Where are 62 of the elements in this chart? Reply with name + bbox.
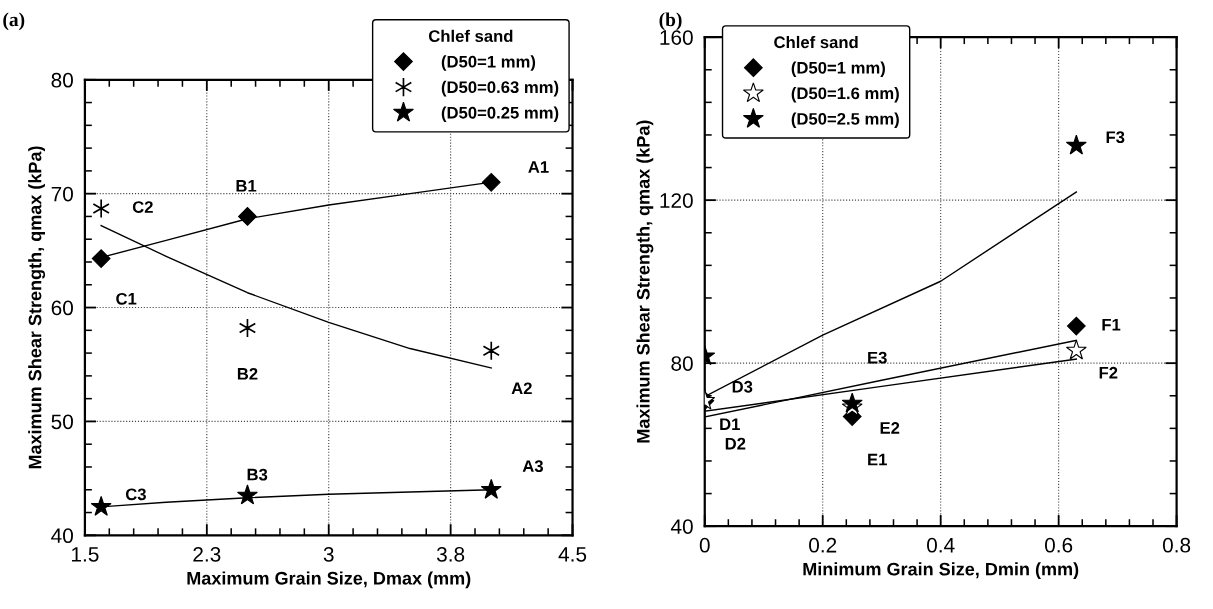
annotation: C3 (125, 488, 146, 501)
annotation: F1 (1102, 318, 1121, 331)
x-tick-label: 0.8 (1162, 537, 1191, 553)
x-axis-title: Minimum Grain Size, Dmin (mm) (803, 562, 1079, 580)
legend-label: (D50=0.25 mm) (441, 106, 559, 122)
y-tick-label: 70 (51, 186, 73, 202)
legend-label: (D50=2.5 mm) (791, 112, 899, 129)
point (481, 172, 501, 192)
annotation: E1 (868, 453, 887, 466)
point (90, 495, 112, 516)
legend-label: (D50=1 mm) (791, 61, 885, 77)
x-tick-label: 0.6 (1044, 537, 1073, 553)
legend-title: Chlef sand (774, 35, 858, 49)
y-tick-label: 40 (670, 519, 693, 534)
annotation: D1 (720, 418, 740, 430)
x-tick-label: 4.5 (558, 547, 587, 562)
legend-label: (D50=1.6 mm) (791, 86, 899, 103)
annotation: A1 (528, 161, 549, 173)
y-tick-label: 40 (51, 528, 73, 544)
point (236, 484, 258, 505)
annotation: E2 (880, 422, 900, 434)
annotation: D3 (732, 380, 753, 393)
x-axis-title: Maximum Grain Size, Dmax (mm) (187, 571, 471, 589)
annotation: C2 (132, 201, 153, 213)
legend-label: (D50=1 mm) (441, 55, 536, 71)
x-tick-label: 1.5 (72, 547, 99, 562)
annotation: C1 (116, 292, 137, 305)
annotation: F3 (1106, 131, 1125, 144)
annotation: F2 (1099, 366, 1118, 379)
chart-title: (b) (659, 12, 682, 31)
y-tick-label: 80 (51, 72, 73, 88)
annotation: A2 (511, 382, 532, 395)
y-axis-title: Maximum Shear Strength, qmax (kPa) (636, 120, 654, 443)
y-tick-label: 120 (660, 193, 693, 208)
y-tick-label: 80 (671, 356, 693, 371)
y-tick-label: 160 (660, 30, 693, 45)
x-tick-label: 0.4 (927, 537, 955, 553)
annotation: A3 (522, 460, 543, 473)
chart-title: (a) (3, 12, 25, 31)
point (482, 340, 500, 361)
point (480, 478, 502, 499)
point (91, 249, 111, 268)
annotation: B3 (247, 468, 268, 481)
point (238, 207, 257, 226)
point (1066, 316, 1086, 336)
x-tick-label: 0.2 (809, 537, 837, 553)
annotation: B1 (236, 180, 257, 192)
x-tick-label: 3.8 (436, 546, 465, 562)
y-tick-label: 50 (51, 414, 73, 430)
legend-title: Chlef sand (428, 29, 513, 43)
x-tick-label: 2.3 (193, 546, 221, 562)
annotation: D2 (725, 437, 746, 450)
annotation: E3 (868, 351, 887, 364)
point (1065, 134, 1087, 155)
x-tick-label: 0 (699, 537, 710, 553)
annotation: B2 (237, 367, 258, 380)
legend-label: (D50=0.63 mm) (441, 80, 559, 97)
y-axis-title: Maximum Shear Strength, qmax (kPa) (28, 146, 46, 469)
point (1065, 339, 1087, 360)
x-tick-label: 3 (323, 546, 334, 562)
y-tick-label: 60 (51, 300, 73, 316)
point (92, 198, 110, 219)
